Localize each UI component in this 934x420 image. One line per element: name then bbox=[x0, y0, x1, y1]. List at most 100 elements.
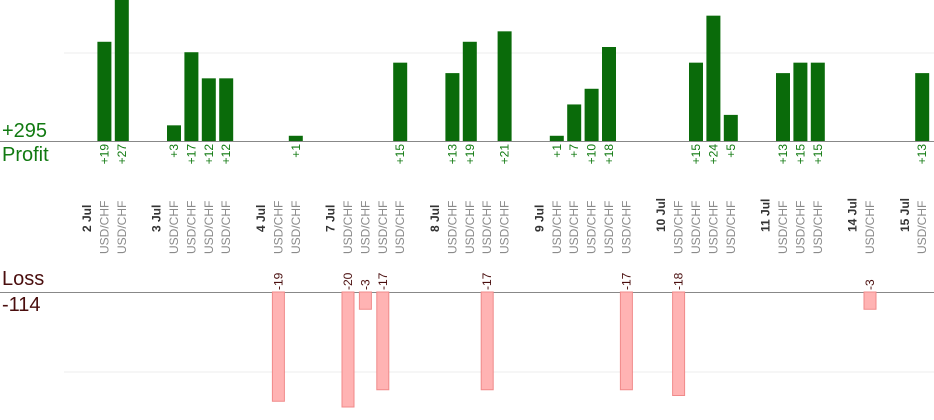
symbol-label: USD/CHF bbox=[619, 201, 633, 254]
profit-bar bbox=[97, 41, 112, 141]
symbol-label: USD/CHF bbox=[167, 201, 181, 254]
symbol-label: USD/CHF bbox=[793, 201, 807, 254]
profit-bar bbox=[723, 114, 738, 141]
profit-bar bbox=[567, 104, 582, 141]
symbol-label: USD/CHF bbox=[706, 201, 720, 254]
profit-value-label: +5 bbox=[724, 144, 738, 158]
loss-bar bbox=[376, 291, 390, 391]
profit-value-label: +27 bbox=[115, 144, 129, 165]
symbol-label: USD/CHF bbox=[550, 201, 564, 254]
symbol-label: USD/CHF bbox=[811, 201, 825, 254]
day-label: 9 Jul bbox=[532, 205, 546, 232]
symbol-label: USD/CHF bbox=[219, 201, 233, 254]
day-label: 8 Jul bbox=[428, 205, 442, 232]
profit-value-label: +3 bbox=[167, 144, 181, 158]
symbol-label: USD/CHF bbox=[202, 201, 216, 254]
symbol-label: USD/CHF bbox=[724, 201, 738, 254]
symbol-label: USD/CHF bbox=[498, 201, 512, 254]
profit-value-label: +18 bbox=[602, 144, 616, 165]
loss-bar bbox=[672, 291, 686, 396]
profit-value-label: +19 bbox=[97, 144, 111, 165]
loss-bar bbox=[341, 291, 355, 408]
profit-bar bbox=[810, 62, 825, 141]
profit-value-label: +15 bbox=[811, 144, 825, 165]
profit-bar bbox=[219, 78, 234, 141]
profit-bar bbox=[602, 47, 616, 141]
day-label: 11 Jul bbox=[759, 199, 773, 232]
day-label: 4 Jul bbox=[254, 205, 268, 232]
symbol-label: USD/CHF bbox=[341, 201, 355, 254]
profit-value-label: +13 bbox=[915, 144, 929, 165]
profit-bar bbox=[201, 78, 216, 141]
profit-value-label: +12 bbox=[219, 144, 233, 165]
profit-label: Profit bbox=[2, 144, 49, 166]
profit-value-label: +13 bbox=[445, 144, 459, 165]
loss-value-label: -19 bbox=[271, 272, 285, 290]
profit-value-label: +1 bbox=[550, 144, 564, 158]
symbol-label: USD/CHF bbox=[689, 201, 703, 254]
profit-bar bbox=[445, 73, 460, 141]
profit-bar bbox=[114, 0, 129, 141]
symbol-label: USD/CHF bbox=[602, 201, 616, 254]
profit-value-label: +24 bbox=[706, 144, 720, 165]
loss-bar bbox=[480, 291, 494, 391]
profit-value-label: +21 bbox=[498, 144, 512, 165]
symbol-label: USD/CHF bbox=[585, 201, 599, 254]
profit-bar bbox=[793, 62, 808, 141]
symbol-label: USD/CHF bbox=[289, 201, 303, 254]
symbol-label: USD/CHF bbox=[271, 201, 285, 254]
profit-bar bbox=[184, 52, 199, 141]
loss-bar bbox=[619, 291, 633, 391]
symbol-label: USD/CHF bbox=[358, 201, 372, 254]
symbol-label: USD/CHF bbox=[480, 201, 494, 254]
loss-label: Loss bbox=[2, 268, 45, 290]
profit-bar bbox=[689, 62, 703, 141]
profit-bar bbox=[706, 15, 721, 142]
profit-bar bbox=[462, 41, 477, 141]
profit-value-label: +12 bbox=[202, 144, 216, 165]
loss-value-label: -17 bbox=[619, 272, 633, 290]
profit-value-label: +10 bbox=[585, 144, 599, 165]
symbol-label: USD/CHF bbox=[776, 201, 790, 254]
loss-value-label: -3 bbox=[358, 279, 372, 290]
symbol-label: USD/CHF bbox=[915, 201, 929, 254]
profit-bar bbox=[393, 62, 408, 141]
symbol-label: USD/CHF bbox=[672, 201, 686, 254]
profit-bar bbox=[915, 73, 930, 141]
profit-bar bbox=[584, 88, 599, 141]
symbol-label: USD/CHF bbox=[393, 201, 407, 254]
day-label: 15 Jul bbox=[898, 198, 912, 232]
symbol-label: USD/CHF bbox=[863, 201, 877, 254]
profit-total: +295 bbox=[2, 120, 48, 142]
day-label: 10 Jul bbox=[654, 198, 668, 232]
symbol-label: USD/CHF bbox=[376, 201, 390, 254]
profit-bar bbox=[167, 125, 181, 141]
profit-value-label: +1 bbox=[289, 144, 303, 158]
day-label: 2 Jul bbox=[80, 205, 94, 232]
loss-value-label: -3 bbox=[863, 279, 877, 290]
symbol-label: USD/CHF bbox=[97, 201, 111, 254]
loss-value-label: -20 bbox=[341, 272, 355, 290]
profit-value-label: +19 bbox=[463, 144, 477, 165]
loss-total: -114 bbox=[2, 294, 41, 316]
day-label: 7 Jul bbox=[324, 205, 338, 232]
profit-value-label: +15 bbox=[793, 144, 807, 165]
symbol-label: USD/CHF bbox=[463, 201, 477, 254]
loss-value-label: -17 bbox=[376, 272, 390, 290]
profit-value-label: +17 bbox=[184, 144, 198, 165]
profit-value-label: +15 bbox=[393, 144, 407, 165]
profit-value-label: +7 bbox=[567, 144, 581, 158]
profit-bar bbox=[497, 31, 512, 141]
profit-bar bbox=[549, 135, 564, 141]
loss-bar bbox=[358, 291, 372, 310]
loss-value-label: -17 bbox=[480, 272, 494, 290]
profit-bar bbox=[776, 73, 790, 141]
symbol-label: USD/CHF bbox=[115, 201, 129, 254]
profit-value-label: +15 bbox=[689, 144, 703, 165]
symbol-label: USD/CHF bbox=[184, 201, 198, 254]
day-label: 3 Jul bbox=[150, 205, 164, 232]
loss-bar bbox=[863, 291, 877, 310]
symbol-label: USD/CHF bbox=[567, 201, 581, 254]
day-label: 14 Jul bbox=[846, 198, 860, 232]
